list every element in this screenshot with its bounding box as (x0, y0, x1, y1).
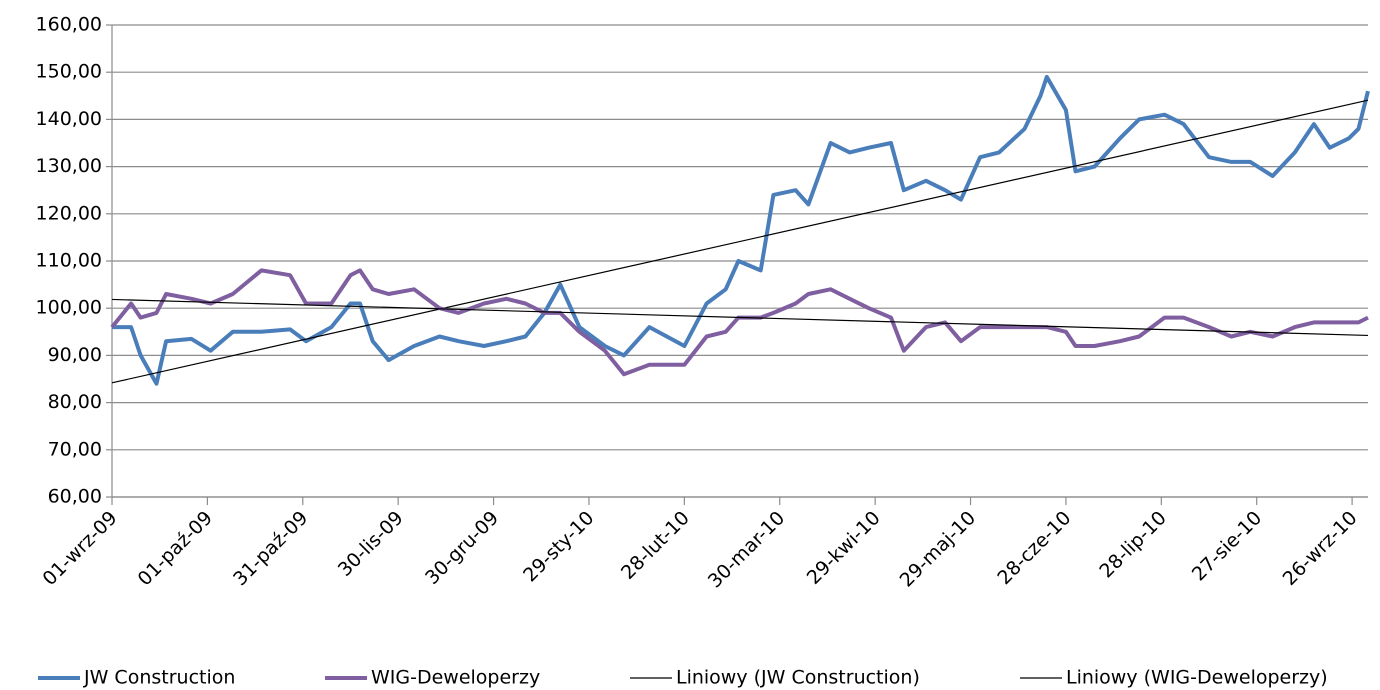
y-tick-label: 140,00 (36, 108, 102, 130)
y-tick-label: 90,00 (48, 344, 102, 366)
x-tick-label: 27-sie-10 (1188, 507, 1266, 585)
series-line (110, 268, 1369, 377)
x-tick-label: 01-wrz-09 (39, 507, 122, 590)
legend-label: Liniowy (WIG-Deweloperzy) (1066, 667, 1328, 689)
x-tick-label: 31-paź-09 (229, 507, 312, 590)
y-tick-label: 150,00 (36, 61, 102, 83)
y-tick-label: 160,00 (36, 14, 102, 36)
x-tick-label: 26-wrz-10 (1279, 507, 1362, 590)
trend-line (111, 298, 1369, 337)
y-tick-label: 120,00 (36, 202, 102, 224)
legend-label: Liniowy (JW Construction) (676, 667, 920, 689)
y-tick-label: 80,00 (48, 391, 102, 413)
x-tick-label: 29-sty-10 (519, 507, 598, 586)
x-tick-label: 29-maj-10 (896, 507, 980, 591)
x-tick-label: 29-kwi-10 (803, 507, 885, 589)
y-tick-label: 70,00 (48, 438, 102, 460)
legend-label: JW Construction (83, 667, 235, 689)
series-line (112, 74, 1370, 386)
trend-line (111, 99, 1369, 384)
x-tick-label: 28-lip-10 (1095, 507, 1170, 582)
y-tick-label: 60,00 (48, 486, 102, 508)
x-tick-label: 30-gru-09 (421, 507, 503, 589)
x-tick-label: 30-mar-10 (704, 507, 789, 592)
y-tick-label: 110,00 (36, 250, 102, 272)
legend-label: WIG-Deweloperzy (371, 667, 540, 689)
y-tick-label: 100,00 (36, 297, 102, 319)
y-tick-label: 130,00 (36, 155, 102, 177)
x-tick-label: 28-lut-10 (617, 507, 694, 584)
x-tick-label: 28-cze-10 (993, 507, 1075, 589)
x-tick-label: 30-lis-09 (334, 507, 408, 581)
x-tick-label: 01-paź-09 (134, 507, 217, 590)
